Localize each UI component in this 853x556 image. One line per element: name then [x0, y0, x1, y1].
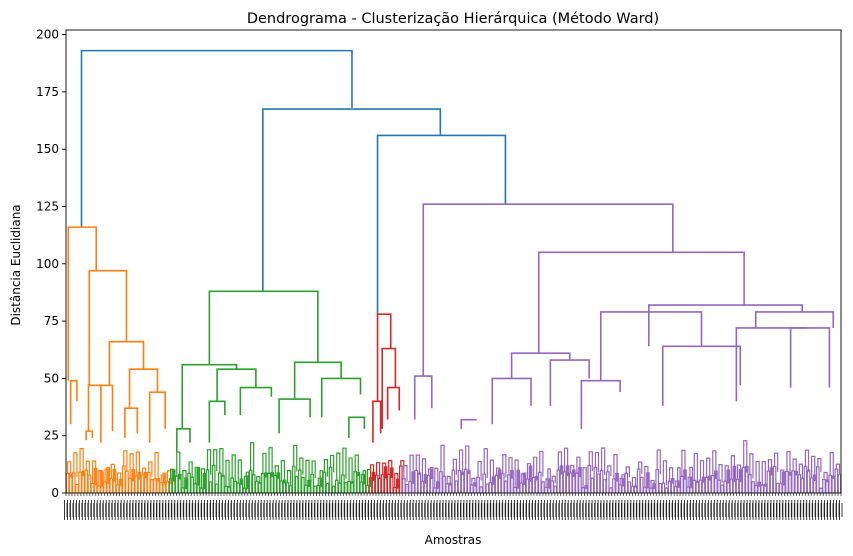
dendrogram-link-35: [580, 379, 621, 429]
dendrogram-link-27: [422, 203, 674, 377]
dendrogram-link-2: [376, 134, 507, 315]
x-tick-labels: [64, 500, 843, 520]
dendrogram-link-34: [599, 311, 703, 381]
dendrogram-link-9: [148, 391, 166, 443]
y-tick-label-0: 0: [51, 486, 59, 500]
dendrogram-link-28: [413, 375, 433, 420]
dendrogram-link-29: [537, 251, 745, 354]
dendrogram-link-33: [648, 304, 804, 347]
dendrogram-link-7: [87, 384, 106, 432]
dendrogram-link-4: [69, 379, 78, 425]
cluster-leaves-2: [368, 459, 405, 493]
dendrogram-link-30: [510, 352, 571, 379]
dendrogram-link-32: [549, 359, 590, 406]
cluster-leaves-1: [168, 442, 372, 493]
dendrogram-link-8: [128, 368, 159, 409]
dendrogram-link-17: [293, 361, 342, 400]
dendrogram-link-22: [348, 416, 366, 438]
dendrogram-link-16: [239, 386, 273, 416]
y-tick-label-5: 125: [36, 199, 59, 213]
dendrogram-link-1: [262, 108, 442, 292]
dendrogram-link-39: [789, 327, 831, 388]
chart-title: Dendrograma - Clusterização Hierárquica …: [247, 11, 659, 27]
dendrogram-link-23: [376, 313, 392, 402]
dendrogram-link-18: [320, 377, 362, 418]
dendrogram-link-26: [372, 400, 382, 443]
leaf-links: [65, 440, 842, 493]
dendrogram-link-12: [124, 407, 139, 438]
dendrogram-link-25: [386, 386, 401, 420]
dendrogram-link-11: [100, 384, 114, 443]
dendrogram-link-21: [278, 398, 311, 434]
dendrogram-link-3: [67, 226, 98, 381]
dendrogram-link-20: [208, 400, 226, 443]
dendrogram-link-31: [491, 377, 532, 425]
x-tick-band: [64, 493, 843, 520]
cluster-leaves-3: [402, 440, 842, 493]
y-tick-label-8: 200: [36, 28, 59, 42]
dendrogram-link-24: [381, 347, 397, 429]
dendrogram-link-5: [88, 269, 128, 386]
major-links: [67, 49, 835, 452]
dendrogram-link-40: [460, 418, 477, 429]
dendrogram-link-14: [181, 363, 238, 429]
y-tick-label-7: 175: [36, 85, 59, 99]
x-ticks: [65, 493, 842, 496]
y-tick-label-6: 150: [36, 142, 59, 156]
y-tick-label-3: 75: [44, 314, 59, 328]
dendrogram-link-38: [735, 327, 807, 402]
y-tick-label-2: 50: [44, 371, 59, 385]
plot-area: 0 25 50 75 100 125 150 175 200: [36, 28, 843, 520]
dendrogram-link-10: [85, 430, 94, 441]
dendrogram-link-13: [208, 290, 319, 365]
dendrogram-link-15: [216, 368, 257, 402]
y-tick-label-4: 100: [36, 257, 59, 271]
dendrogram-link-36: [661, 345, 742, 406]
dendrogram-link-19: [176, 428, 191, 452]
dendrogram-link-37: [754, 311, 835, 328]
cluster-leaves-0: [65, 448, 172, 493]
y-axis-label: Distância Euclidiana: [9, 204, 23, 325]
x-axis-label: Amostras: [425, 533, 482, 547]
y-tick-label-1: 25: [44, 429, 59, 443]
dendrogram-link-0: [80, 49, 353, 228]
dendrogram-link-6: [108, 340, 145, 386]
